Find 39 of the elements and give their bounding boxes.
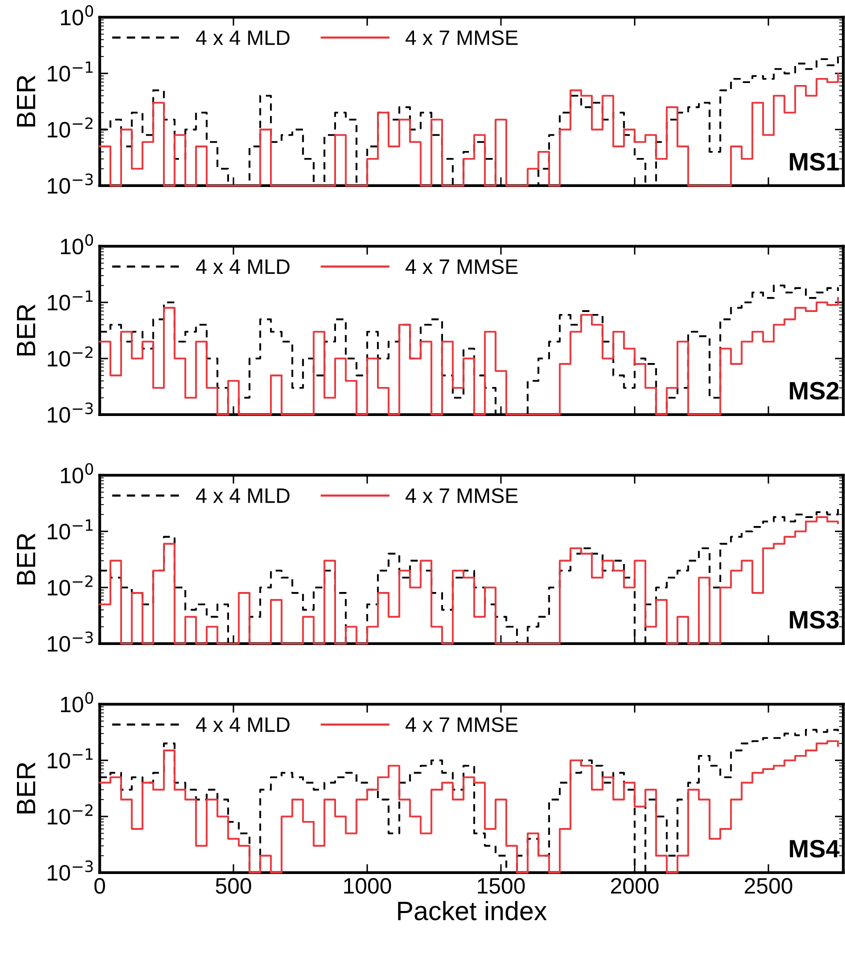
- legend-label: 4 x 7 MMSE: [406, 488, 518, 504]
- legend-label: 4 x 4 MLD: [196, 488, 290, 503]
- y-tick-label: 10$^{−3}$: [48, 631, 93, 652]
- y-tick-label: 10$^{−1}$: [48, 748, 93, 768]
- y-tick-label: 10$^{0}$: [60, 692, 94, 712]
- x-tick-label: 0: [94, 878, 106, 894]
- x-tick-label: 2000: [611, 878, 659, 894]
- y-tick-label: 10$^{0}$: [60, 463, 94, 484]
- legend-label: 4 x 7 MMSE: [406, 30, 518, 46]
- y-tick-label: 10$^{−3}$: [48, 402, 93, 423]
- x-tick-label: 1500: [478, 878, 525, 894]
- legend-label: 4 x 7 MMSE: [406, 717, 518, 732]
- y-tick-label: 10$^{−3}$: [48, 860, 93, 881]
- y-tick-label: 10$^{−3}$: [48, 173, 93, 194]
- annotation: MS1: [790, 152, 839, 171]
- y-tick-label: 10$^{−2}$: [48, 117, 92, 138]
- y-tick-label: 10$^{−1}$: [48, 519, 93, 540]
- y-axis-title: BER: [16, 304, 36, 356]
- legend-label: 4 x 7 MMSE: [406, 259, 518, 274]
- y-axis-title: BER: [16, 762, 36, 814]
- legend-label: 4 x 4 MLD: [196, 260, 290, 274]
- y-tick-label: 10$^{0}$: [60, 234, 94, 254]
- legend-label: 4 x 4 MLD: [196, 30, 290, 45]
- x-tick-label: 1000: [344, 878, 392, 894]
- annotation: MS3: [790, 610, 839, 629]
- annotation: MS4: [790, 840, 840, 858]
- y-tick-label: 10$^{−1}$: [48, 61, 93, 82]
- y-tick-label: 10$^{−2}$: [48, 346, 92, 367]
- y-tick-label: 10$^{−2}$: [48, 575, 92, 596]
- annotation: MS2: [790, 382, 839, 400]
- legend-label: 4 x 4 MLD: [196, 717, 290, 732]
- y-tick-label: 10$^{−2}$: [48, 804, 92, 825]
- y-tick-label: 10$^{0}$: [60, 5, 94, 26]
- y-axis-title: BER: [16, 534, 36, 584]
- x-tick-label: 2500: [744, 878, 792, 894]
- y-axis-title: BER: [16, 76, 36, 126]
- y-tick-label: 10$^{−1}$: [48, 290, 93, 311]
- x-tick-label: 500: [216, 878, 252, 894]
- x-axis-title: Packet index: [398, 900, 547, 920]
